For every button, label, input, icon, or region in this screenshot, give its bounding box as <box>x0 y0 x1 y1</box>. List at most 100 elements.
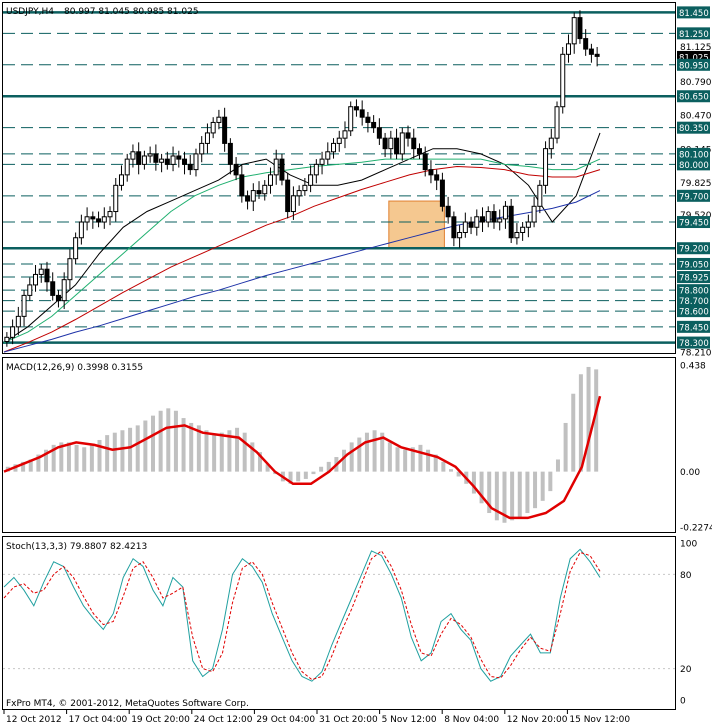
last-price-label: 81.025 <box>679 53 709 63</box>
macd-axis-label: -0.2274 <box>680 524 712 534</box>
macd-histogram-bar <box>380 432 385 472</box>
candle-body <box>502 205 508 220</box>
macd-histogram-bar <box>571 393 576 472</box>
macd-histogram-bar <box>189 422 194 472</box>
macd-histogram-bar <box>173 410 178 472</box>
macd-histogram-bar <box>563 422 568 472</box>
macd-histogram-bar <box>128 427 133 472</box>
candle-body <box>594 53 600 57</box>
macd-histogram-bar <box>166 408 171 472</box>
candle-body <box>78 221 84 239</box>
candle-body <box>147 153 153 157</box>
price-level-tag <box>677 147 710 160</box>
time-axis-label: 24 Oct 12:00 <box>194 715 253 725</box>
candle-body <box>405 132 411 139</box>
candle-body <box>365 116 371 123</box>
time-axis-label: 29 Oct 04:00 <box>256 715 315 725</box>
candle-body <box>113 184 119 213</box>
candle-body <box>514 232 520 239</box>
macd-histogram-bar <box>555 459 560 472</box>
price-level-tag <box>677 336 710 349</box>
candle-body <box>537 184 543 207</box>
macd-histogram-bar <box>250 442 255 472</box>
candle-body <box>193 153 199 171</box>
copyright-label: FxPro MT4, © 2001-2012, MetaQuotes Softw… <box>6 699 249 709</box>
macd-histogram-bar <box>242 432 247 472</box>
macd-histogram-bar <box>181 418 186 472</box>
candle-body <box>130 151 136 160</box>
macd-histogram-bar <box>441 461 446 472</box>
candle-body <box>73 237 79 260</box>
symbol-label: USDJPY,H4 <box>6 7 54 17</box>
moving-average-line <box>3 165 601 353</box>
candle-body <box>96 218 102 223</box>
time-axis: 12 Oct 2012 17 Oct 04:00 19 Oct 20:00 24 Oc… <box>3 710 630 725</box>
macd-histogram-bar <box>44 449 49 472</box>
candle-body <box>485 211 491 223</box>
macd-histogram-bar <box>540 471 545 501</box>
macd-histogram-bar <box>578 374 583 472</box>
price-axis-label: 80.000 <box>679 161 709 171</box>
candle-body <box>439 179 445 207</box>
candle-body <box>124 158 130 176</box>
price-axis-label: 79.825 <box>680 179 712 189</box>
macd-histogram-bar <box>387 442 392 472</box>
candle-body <box>325 151 331 160</box>
macd-histogram-bar <box>36 454 41 472</box>
candle-body <box>27 284 33 296</box>
macd-histogram-bar <box>517 471 522 518</box>
price-level-tag <box>677 320 710 333</box>
candle-body <box>416 148 422 155</box>
macd-histogram-bar <box>487 471 492 514</box>
macd-histogram-bar <box>21 461 26 472</box>
time-axis-label: 15 Nov 12:00 <box>569 715 630 725</box>
candle-body <box>107 211 113 218</box>
candle-body <box>250 190 256 202</box>
candle-body <box>164 158 170 165</box>
stoch-main-line <box>3 548 601 682</box>
candle-body <box>554 106 560 139</box>
price-level-tag <box>677 305 710 318</box>
macd-histogram-bar <box>342 449 347 472</box>
candle-body <box>90 216 96 220</box>
price-level-tag <box>677 158 710 171</box>
macd-histogram-bar <box>112 432 117 472</box>
candle-body <box>342 130 348 139</box>
macd-histogram-bar <box>212 435 217 472</box>
candle-body <box>285 179 291 213</box>
candle-body <box>577 17 583 40</box>
time-axis-label: 17 Oct 04:00 <box>69 715 128 725</box>
macd-histogram-bar <box>82 447 87 472</box>
macd-histogram-bar <box>265 464 270 472</box>
time-axis-label: 31 Oct 20:00 <box>319 715 378 725</box>
candle-body <box>371 121 377 129</box>
candle-body <box>560 53 566 108</box>
candle-body <box>50 281 56 296</box>
candle-body <box>44 268 50 283</box>
candle-body <box>199 142 205 155</box>
macd-histogram-bar <box>403 449 408 472</box>
macd-histogram-bar <box>395 447 400 472</box>
price-axis-label: 78.210 <box>680 349 712 359</box>
candle-body <box>10 326 16 338</box>
candle-body <box>222 116 228 144</box>
candle-body <box>245 195 251 202</box>
candle-body <box>319 158 325 165</box>
macd-histogram-bar <box>105 435 110 472</box>
candle-body <box>313 163 319 176</box>
candle-body <box>290 195 296 213</box>
moving-average-line <box>3 132 601 344</box>
candle-body <box>101 216 107 223</box>
candle-body <box>422 153 428 171</box>
candle-body <box>331 142 337 153</box>
candle-body <box>497 218 503 223</box>
macd-histogram-bar <box>288 471 293 484</box>
macd-histogram-bar <box>66 442 71 472</box>
macd-axis-label: 0.00 <box>680 468 700 478</box>
macd-histogram-bar <box>586 366 591 472</box>
price-axis-label: 81.250 <box>679 30 709 40</box>
candle-body <box>302 184 308 192</box>
macd-histogram-bar <box>143 420 148 472</box>
